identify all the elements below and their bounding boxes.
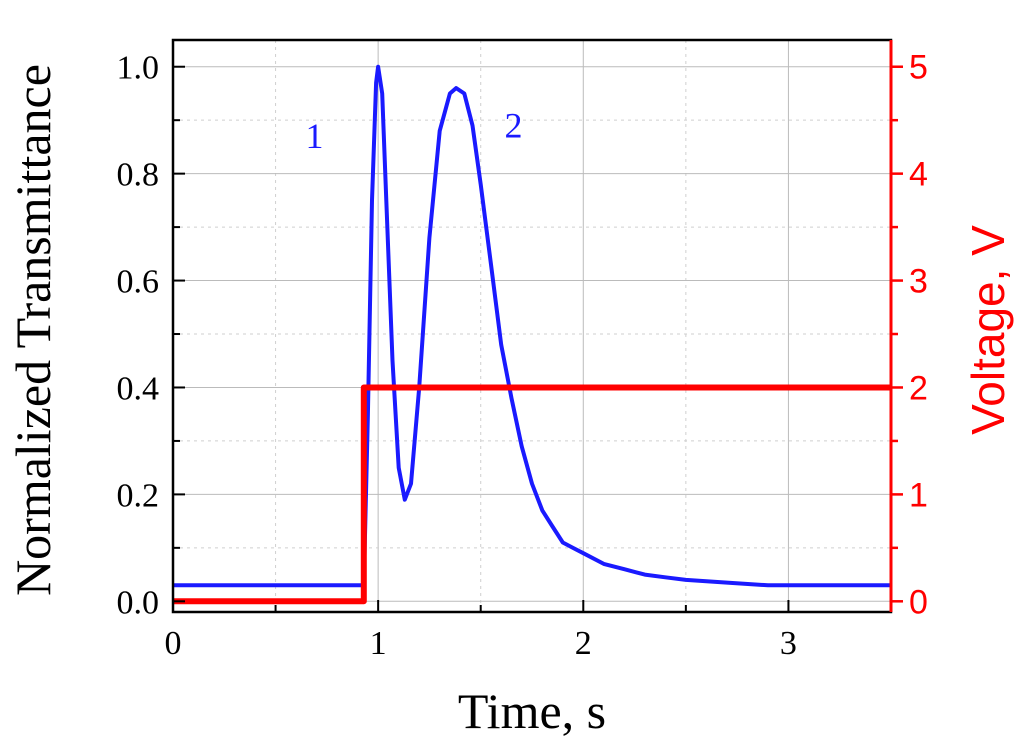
peak-label: 1 — [306, 116, 324, 156]
x-axis-title: Time, s — [458, 683, 606, 739]
series-layer — [173, 64, 891, 605]
y-left-tick-label: 0.6 — [117, 264, 160, 301]
y-left-tick-label: 0.8 — [117, 157, 160, 194]
peak-label: 2 — [505, 106, 523, 146]
y-right-tick-label: 3 — [909, 263, 928, 301]
y-left-tick-label: 0.0 — [117, 584, 160, 621]
y-right-tick-label: 1 — [909, 476, 928, 514]
y-right-tick-label: 2 — [909, 369, 928, 407]
transmittance-series-line — [173, 64, 891, 588]
grid — [172, 40, 891, 612]
voltage-series-line — [173, 384, 891, 605]
x-tick-label: 1 — [370, 625, 387, 662]
left-axis-title: Normalized Transmittance — [5, 64, 61, 596]
y-right-tick-label: 4 — [909, 156, 928, 194]
y-right-tick-label: 0 — [909, 583, 928, 621]
x-tick-label: 2 — [575, 625, 592, 662]
right-axis-title: Voltage, V — [962, 225, 1014, 435]
y-right-tick-label: 5 — [909, 49, 928, 87]
x-tick-label: 0 — [165, 625, 182, 662]
y-left-tick-label: 1.0 — [117, 50, 160, 87]
ticks — [172, 40, 903, 612]
y-left-tick-label: 0.2 — [117, 477, 160, 514]
y-left-tick-label: 0.4 — [117, 370, 160, 407]
plot-frame — [171, 38, 893, 614]
x-tick-label: 3 — [780, 625, 797, 662]
